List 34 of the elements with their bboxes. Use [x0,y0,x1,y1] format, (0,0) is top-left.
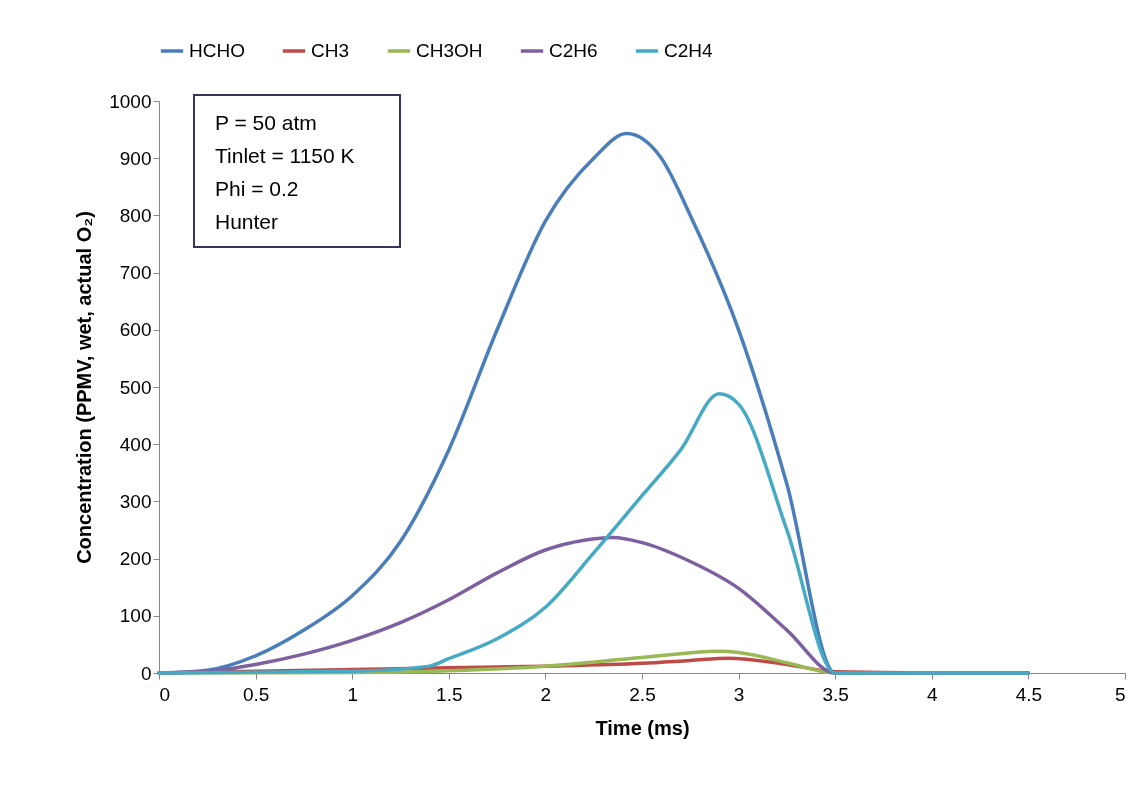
legend-label: HCHO [189,40,245,61]
x-tick-label: 1 [347,683,358,705]
y-tick-label: 900 [119,147,152,169]
y-tick-label: 400 [119,433,152,455]
annotation: Tinlet = 1150 K [215,143,356,169]
y-tick-label: 200 [119,548,152,570]
y-axis-title: Concentration (PPMV, wet, actual O₂) [73,211,96,564]
y-tick-label: 300 [119,490,152,512]
x-tick-label: 3.5 [822,683,849,705]
y-tick-label: 700 [119,262,152,284]
legend-label: C2H4 [664,40,714,61]
y-tick-label: 800 [119,204,152,226]
x-tick-label: 4 [927,683,939,705]
x-tick-label: 3 [733,683,745,705]
annotation: Hunter [215,209,280,235]
x-tick-label: 2.5 [629,683,656,705]
x-tick-label: 1.5 [436,683,463,705]
legend-label: C2H6 [549,40,598,61]
x-tick-label: 0.5 [242,683,270,705]
y-tick-label: 1000 [109,90,152,112]
y-tick-label: 600 [119,319,152,341]
x-tick-label: 5 [1114,683,1126,705]
line-series [157,392,1031,675]
y-tick-label: 0 [140,662,152,684]
annotation: P = 50 atm [215,110,318,136]
y-tick-label: 500 [119,376,152,398]
legend-label: CH3OH [416,40,483,61]
x-tick-label: 0 [159,683,171,705]
x-axis-title: Time (ms) [595,716,690,739]
y-tick-label: 100 [119,605,152,627]
annotation: Phi = 0.2 [215,176,300,202]
x-tick-label: 2 [540,683,552,705]
x-tick-label: 4.5 [1015,683,1043,705]
legend-label: CH3 [311,40,350,61]
